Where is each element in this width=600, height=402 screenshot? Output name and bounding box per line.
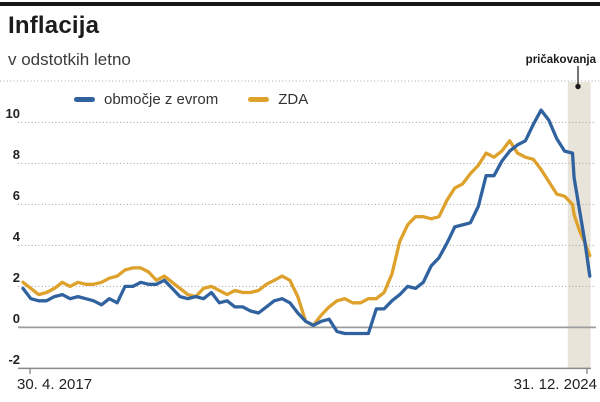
euro-area-line-swatch-icon bbox=[74, 97, 95, 102]
legend-label-zda: ZDA bbox=[278, 91, 309, 108]
zda-line-swatch-icon bbox=[248, 97, 270, 102]
series-line-euro-area bbox=[21, 108, 592, 336]
y-tick-label: 6 bbox=[13, 188, 20, 203]
y-tick-label: -2 bbox=[8, 352, 20, 367]
y-tick-label: 0 bbox=[13, 311, 20, 326]
legend: območje z evrom ZDA bbox=[74, 91, 308, 108]
legend-item-euro-area: območje z evrom bbox=[74, 91, 218, 108]
expectations-annotation-label: pričakovanja bbox=[525, 54, 596, 66]
x-axis-end-label: 31. 12. 2024 bbox=[513, 376, 597, 393]
legend-label-euro-area: območje z evrom bbox=[104, 91, 219, 108]
y-tick-label: 8 bbox=[13, 147, 20, 162]
chart-subtitle: v odstotkih letno bbox=[8, 50, 131, 69]
annotation-pointer-dot bbox=[575, 83, 581, 90]
legend-item-zda: ZDA bbox=[248, 91, 308, 108]
top-accent-bar bbox=[0, 2, 600, 6]
y-tick-label: 2 bbox=[13, 270, 20, 285]
chart-title: Inflacija bbox=[8, 12, 100, 39]
y-tick-label: 4 bbox=[13, 229, 21, 244]
x-axis-start-label: 30. 4. 2017 bbox=[17, 376, 93, 393]
y-tick-label: 10 bbox=[6, 106, 20, 121]
